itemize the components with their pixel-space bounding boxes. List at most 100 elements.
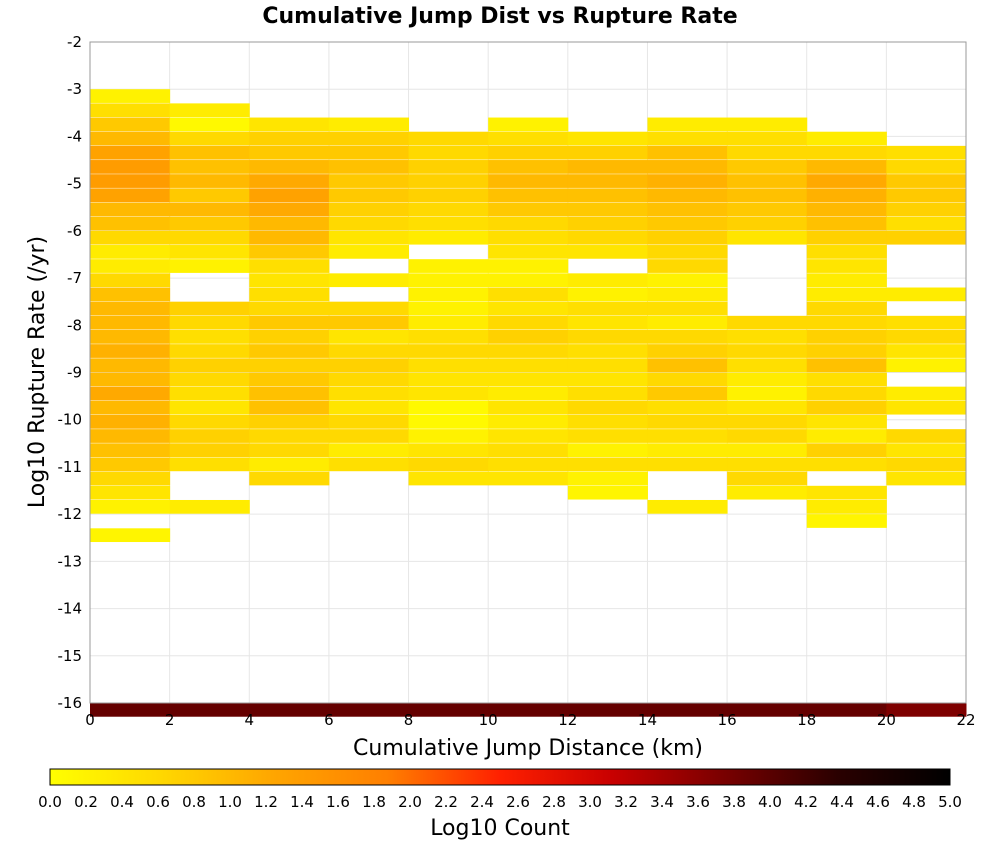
- heatmap-cell: [886, 230, 967, 245]
- heatmap-cell: [488, 429, 569, 443]
- heatmap-cell: [169, 315, 250, 330]
- heatmap-cell: [647, 372, 728, 387]
- heatmap-cell: [567, 703, 648, 717]
- heatmap-cell: [488, 117, 569, 132]
- heatmap-cell: [328, 429, 410, 443]
- heatmap-cell: [169, 372, 250, 387]
- heatmap-cell: [249, 457, 330, 472]
- heatmap-cell: [806, 499, 887, 514]
- heatmap-cell: [90, 386, 171, 401]
- heatmap-cell: [249, 245, 330, 259]
- heatmap-cell: [169, 301, 250, 316]
- heatmap-cell: [408, 443, 489, 458]
- heatmap-cell: [647, 443, 728, 458]
- heatmap-cell: [647, 499, 728, 514]
- heatmap-cell: [328, 358, 410, 373]
- heatmap-cell: [408, 330, 489, 344]
- heatmap-cell: [727, 358, 808, 373]
- heatmap-cell: [727, 230, 808, 245]
- x-tick-label: 0: [85, 711, 95, 729]
- heatmap-cell: [249, 117, 330, 132]
- heatmap-cell: [806, 330, 887, 344]
- x-tick-label: 2: [165, 711, 175, 729]
- heatmap-cell: [886, 344, 967, 358]
- heatmap-cell: [169, 174, 250, 188]
- y-axis-label: Log10 Rupture Rate (/yr): [25, 236, 50, 508]
- heatmap-cell: [90, 287, 171, 302]
- heatmap-cell: [647, 429, 728, 443]
- heatmap-cell: [328, 117, 410, 132]
- colorbar-tick-label: 4.8: [902, 793, 926, 811]
- heatmap-cell: [169, 131, 250, 146]
- heatmap-cell: [249, 443, 330, 458]
- heatmap-cell: [806, 259, 887, 273]
- heatmap-cell: [647, 703, 728, 717]
- heatmap-cell: [90, 131, 171, 146]
- heatmap-cell: [567, 273, 648, 288]
- heatmap-cell: [90, 528, 171, 543]
- heatmap-cell: [328, 315, 410, 330]
- heatmap-cell: [488, 301, 569, 316]
- colorbar-tick-label: 1.6: [326, 793, 350, 811]
- heatmap-cell: [249, 145, 330, 160]
- colorbar-tick-label: 4.0: [758, 793, 782, 811]
- heatmap-cell: [169, 117, 250, 132]
- heatmap-cell: [886, 160, 967, 174]
- heatmap-cell: [328, 386, 410, 401]
- heatmap-cell: [90, 117, 171, 132]
- heatmap-cell: [408, 216, 489, 231]
- heatmap-cell: [408, 372, 489, 387]
- heatmap-cell: [408, 400, 489, 415]
- heatmap-cell: [567, 471, 648, 486]
- heatmap-cell: [806, 344, 887, 358]
- heatmap-cell: [647, 287, 728, 302]
- heatmap-cell: [806, 230, 887, 245]
- heatmap-cell: [488, 145, 569, 160]
- heatmap-cell: [249, 160, 330, 174]
- heatmap-cell: [328, 216, 410, 231]
- heatmap-cell: [328, 414, 410, 429]
- heatmap-cell: [328, 330, 410, 344]
- heatmap-cell: [488, 202, 569, 217]
- x-tick-label: 16: [718, 711, 737, 729]
- colorbar-tick-label: 5.0: [938, 793, 962, 811]
- heatmap-cell: [249, 259, 330, 273]
- heatmap-cell: [567, 160, 648, 174]
- y-tick-label: -16: [58, 694, 83, 712]
- heatmap-cell: [567, 145, 648, 160]
- colorbar-tick-label: 0.0: [38, 793, 62, 811]
- heatmap-cell: [886, 400, 967, 415]
- heatmap-cell: [169, 259, 250, 273]
- heatmap-cell: [90, 174, 171, 188]
- heatmap-cell: [249, 400, 330, 415]
- colorbar-tick-label: 3.0: [578, 793, 602, 811]
- heatmap-cell: [567, 457, 648, 472]
- heatmap-cell: [727, 485, 808, 500]
- heatmap-cell: [408, 414, 489, 429]
- heatmap-cell: [567, 230, 648, 245]
- x-tick-label: 18: [797, 711, 816, 729]
- colorbar-label: Log10 Count: [430, 816, 570, 841]
- heatmap-cell: [567, 301, 648, 316]
- heatmap-cell: [90, 344, 171, 358]
- heatmap-cell: [488, 358, 569, 373]
- heatmap-cell: [567, 429, 648, 443]
- heatmap-cell: [727, 315, 808, 330]
- plot-frame: [89, 41, 967, 704]
- heatmap-cell: [488, 174, 569, 188]
- heatmap-cell: [806, 216, 887, 231]
- heatmap-cell: [90, 703, 171, 717]
- heatmap-cell: [806, 273, 887, 288]
- y-tick-label: -5: [67, 175, 82, 193]
- x-tick-label: 8: [404, 711, 414, 729]
- heatmap-cell: [328, 443, 410, 458]
- heatmap-cell: [727, 117, 808, 132]
- colorbar-tick-label: 4.2: [794, 793, 818, 811]
- heatmap-cell: [886, 443, 967, 458]
- heatmap-cell: [169, 443, 250, 458]
- heatmap-cell: [328, 703, 410, 717]
- heatmap-cell: [408, 188, 489, 203]
- colorbar-tick-label: 4.6: [866, 793, 890, 811]
- heatmap-cell: [647, 273, 728, 288]
- heatmap-cell: [488, 273, 569, 288]
